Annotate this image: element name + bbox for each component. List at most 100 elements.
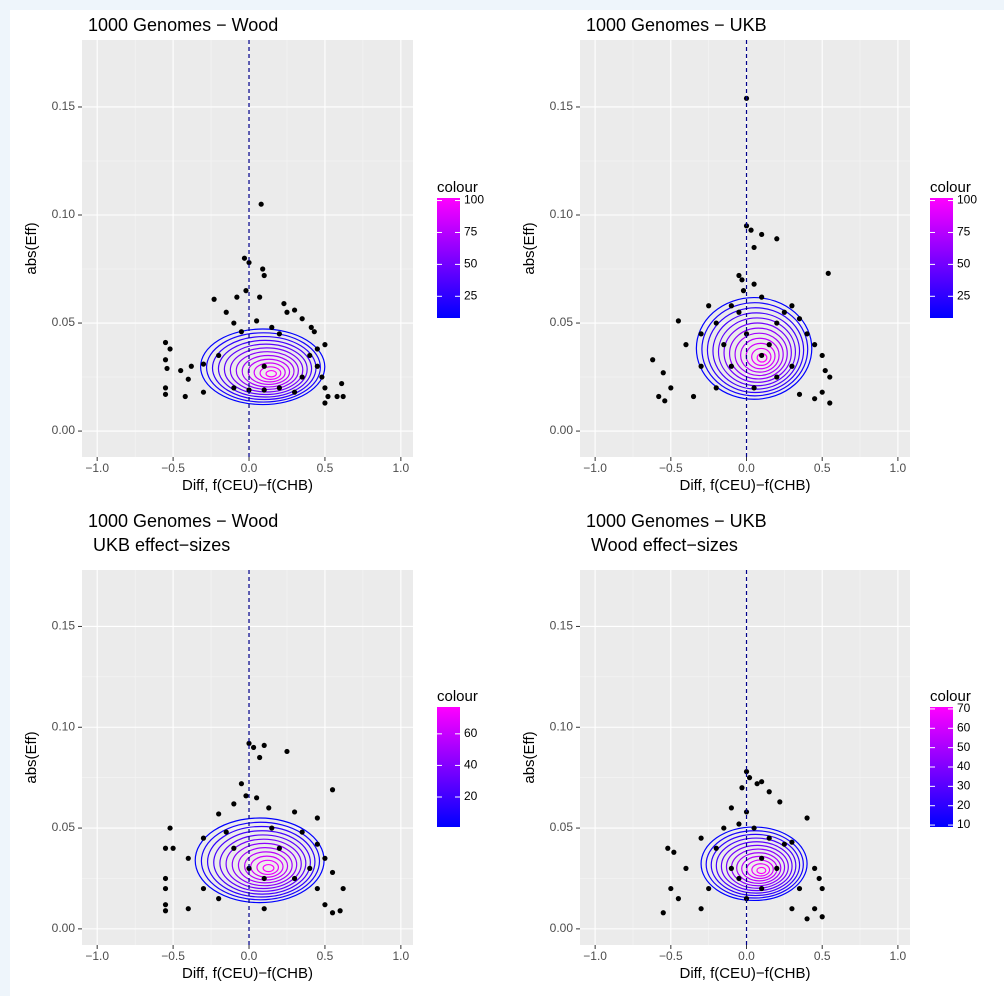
point [819, 914, 825, 920]
point [789, 363, 795, 369]
point [314, 841, 320, 847]
point [340, 393, 346, 400]
legend-title: colour [437, 688, 478, 705]
point [743, 331, 750, 337]
point [736, 821, 742, 827]
x-axis-title: Diff, f(CEU)−f(CHB) [182, 477, 313, 494]
panel-background [580, 40, 910, 457]
point [822, 367, 828, 374]
point [751, 281, 757, 287]
point [216, 896, 222, 902]
density-contour [725, 844, 789, 889]
y-tick-label: 0.15 [550, 99, 574, 113]
x-tick-label: 0.0 [738, 949, 755, 963]
point [804, 815, 810, 821]
point [182, 393, 188, 400]
density-contour [247, 358, 291, 386]
colour-tick-label: 100 [464, 193, 484, 207]
y-tick-label: 0.05 [550, 820, 574, 834]
y-tick-label: 0.00 [550, 423, 574, 437]
point [319, 374, 325, 380]
point [162, 902, 169, 908]
point [291, 809, 298, 815]
density-contour [256, 859, 280, 876]
point [774, 320, 780, 326]
point [660, 370, 666, 376]
point [650, 357, 656, 363]
point [337, 908, 343, 914]
point [759, 352, 765, 359]
legend-title: colour [930, 179, 971, 196]
x-tick-label: 1.0 [393, 949, 410, 963]
point [774, 374, 780, 380]
point [243, 793, 249, 799]
point [322, 385, 328, 391]
point [746, 775, 753, 781]
point [819, 389, 825, 395]
point [736, 875, 742, 882]
x-tick-label: −0.5 [659, 949, 683, 963]
y-axis-title: abs(Eff) [23, 731, 40, 783]
point [162, 845, 169, 851]
point [739, 785, 745, 791]
point [216, 811, 222, 817]
density-contour [237, 847, 293, 884]
point [307, 865, 313, 871]
point [339, 380, 345, 387]
point [796, 391, 803, 397]
density-contour [262, 863, 275, 873]
point [246, 259, 252, 266]
x-axis-title: Diff, f(CEU)−f(CHB) [680, 477, 811, 494]
point [728, 805, 734, 811]
chart-subtitle: UKB effect−sizes [93, 535, 230, 555]
point [789, 906, 795, 912]
x-tick-label: 1.0 [890, 461, 907, 475]
density-contour [217, 339, 313, 398]
point [170, 845, 176, 851]
colour-bar [437, 198, 460, 318]
point [284, 748, 290, 755]
point [216, 352, 222, 359]
point [257, 754, 263, 761]
point [254, 318, 260, 324]
y-tick-label: 0.00 [52, 921, 76, 935]
point [231, 320, 237, 326]
point [748, 227, 754, 233]
point [740, 288, 747, 294]
point [812, 906, 818, 912]
point [223, 309, 229, 315]
point [164, 365, 170, 372]
point [307, 352, 313, 359]
point [276, 331, 282, 337]
y-tick-label: 0.15 [52, 99, 76, 113]
x-tick-label: 0.5 [317, 461, 334, 475]
y-axis-title: abs(Eff) [521, 222, 538, 274]
point [241, 255, 248, 261]
chart-title: 1000 Genomes − UKB [586, 511, 767, 531]
point [739, 277, 745, 283]
point [706, 303, 712, 309]
point [322, 855, 328, 861]
point [721, 825, 727, 831]
density-contour [720, 841, 793, 892]
point [334, 393, 340, 400]
point [796, 316, 803, 322]
point [690, 393, 697, 400]
point [243, 288, 249, 294]
colour-tick-label: 25 [464, 288, 478, 302]
point [314, 815, 320, 821]
point [706, 885, 712, 892]
x-tick-label: −1.0 [583, 949, 607, 963]
density-contour [717, 317, 797, 387]
point [751, 385, 757, 391]
density-contour [701, 302, 809, 397]
density-contour [736, 852, 782, 884]
point [736, 309, 742, 315]
point [671, 849, 677, 855]
point [266, 805, 272, 811]
point [665, 845, 671, 851]
point [713, 385, 719, 391]
point [291, 307, 298, 313]
